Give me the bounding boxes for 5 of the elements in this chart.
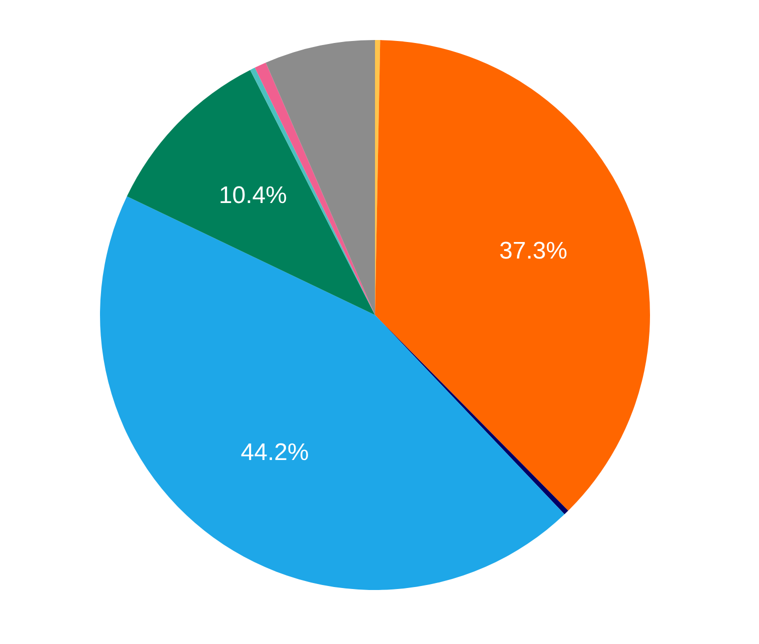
data-label: 10.4%	[218, 182, 287, 209]
data-label: 44.2%	[240, 438, 309, 466]
data-label: 37.3%	[499, 238, 568, 265]
pie-slice	[126, 70, 375, 315]
pie-slice	[375, 40, 650, 511]
